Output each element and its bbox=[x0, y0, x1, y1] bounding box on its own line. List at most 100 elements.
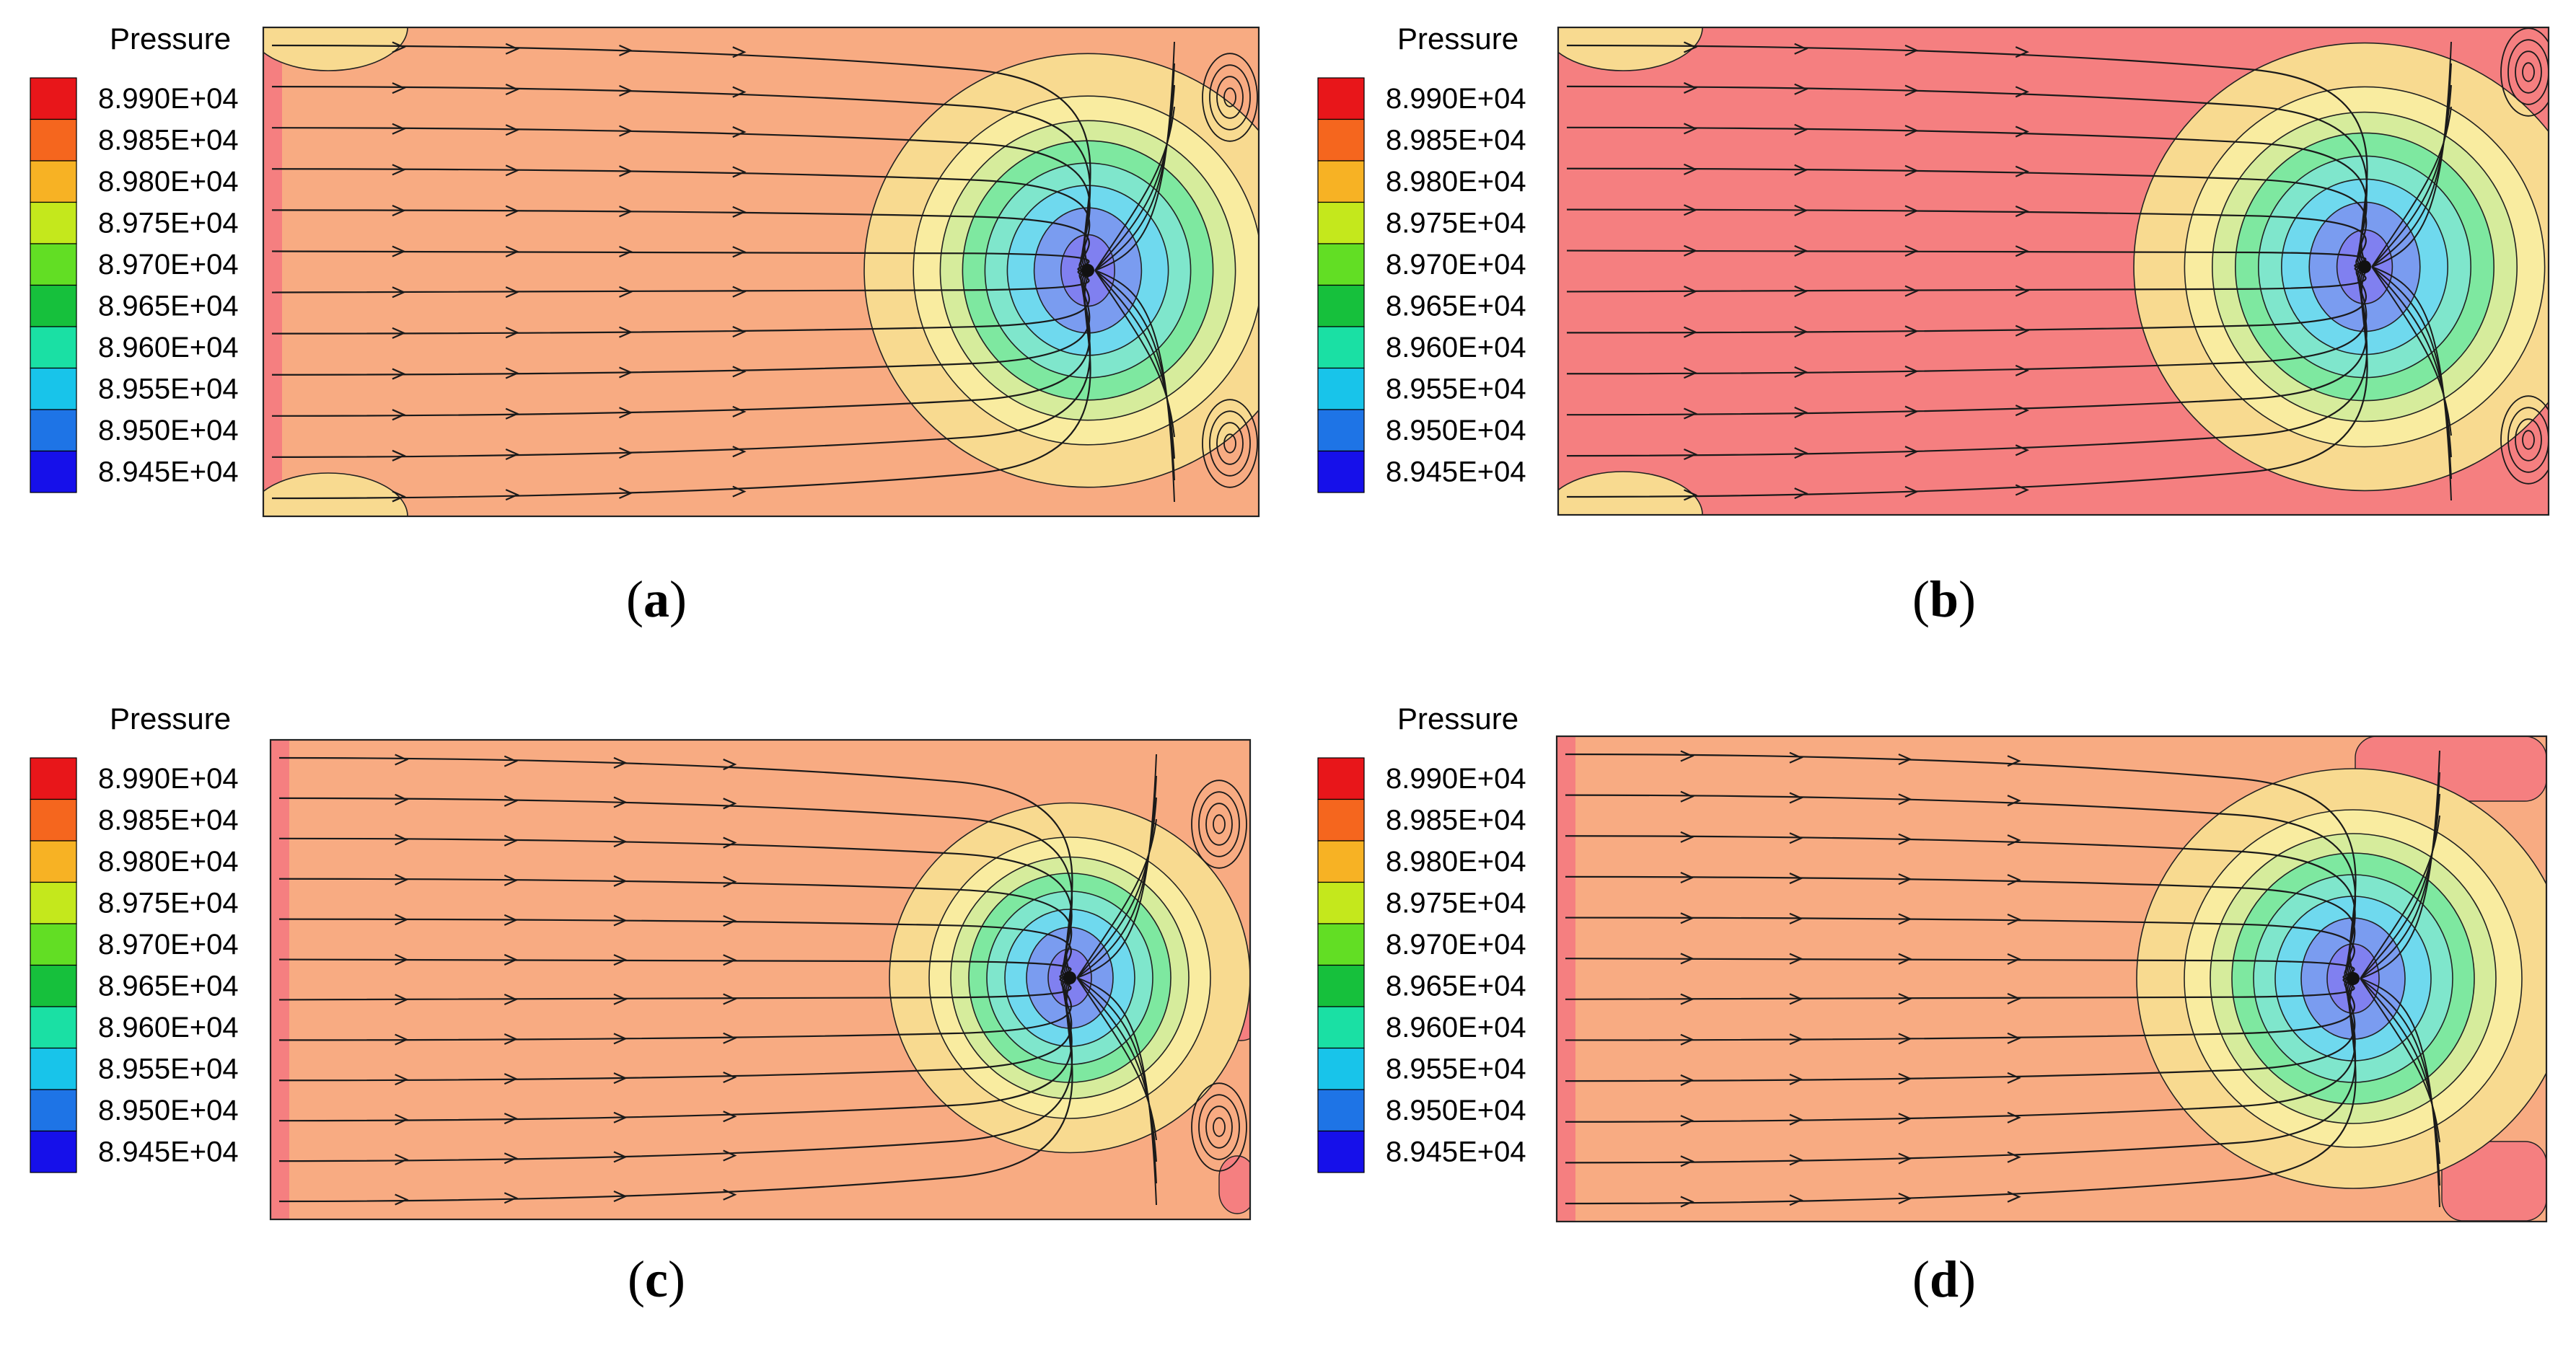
streamline-arrow bbox=[504, 993, 519, 1005]
streamline-arrow bbox=[723, 1188, 737, 1201]
streamline-arrow bbox=[1794, 244, 1808, 257]
streamline-arrow bbox=[1683, 489, 1698, 501]
streamline-arrow bbox=[1680, 872, 1694, 884]
streamline-arrow bbox=[1898, 913, 1912, 925]
legend-swatch bbox=[30, 160, 77, 203]
streamline-arrow bbox=[723, 798, 737, 810]
streamline bbox=[1566, 266, 2368, 375]
streamline-arrow bbox=[613, 796, 628, 808]
streamline-arrow bbox=[504, 874, 519, 886]
vortex-streamline bbox=[1198, 791, 1240, 857]
vortex-streamline bbox=[2515, 418, 2542, 462]
streamline-arrow bbox=[2015, 444, 2030, 456]
streamline-arrow bbox=[1898, 1192, 1912, 1204]
streamline bbox=[271, 85, 1091, 271]
streamline bbox=[278, 797, 1073, 979]
panel-a: Pressure 8.990E+04 8.985E+04 8.980E+04 8.97… bbox=[0, 0, 1288, 680]
streamline-arrow bbox=[504, 1033, 519, 1046]
streamline bbox=[271, 168, 1091, 271]
streamline-arrow bbox=[723, 1032, 737, 1044]
legend-level-label: 8.955E+04 bbox=[1386, 374, 1526, 405]
streamline-arrow bbox=[1680, 953, 1694, 965]
streamline-arrow bbox=[619, 487, 633, 499]
streamline-arrow bbox=[2015, 245, 2030, 257]
legend-level-label: 8.980E+04 bbox=[1386, 846, 1526, 878]
legend-swatch bbox=[30, 1006, 77, 1049]
sink-point bbox=[2347, 972, 2360, 985]
streamline-arrow bbox=[505, 448, 519, 460]
streamline-arrow bbox=[395, 873, 409, 886]
streamline-arrow bbox=[619, 125, 633, 137]
streamline-arrow bbox=[1904, 325, 1919, 337]
streamline-arrow bbox=[2015, 205, 2030, 218]
streamline-arrow bbox=[613, 993, 628, 1005]
streamline bbox=[1565, 917, 2355, 980]
legend-swatch bbox=[30, 118, 77, 162]
streamline bbox=[271, 269, 1090, 335]
legend-level-label: 8.970E+04 bbox=[98, 929, 239, 961]
inlet-region bbox=[263, 27, 282, 516]
streamline bbox=[2360, 978, 2440, 1186]
streamline-arrow bbox=[1904, 164, 1919, 177]
streamline-arrow bbox=[2007, 834, 2021, 847]
streamline-arrow bbox=[504, 953, 519, 966]
streamline-arrow bbox=[395, 1154, 409, 1166]
streamline-arrow bbox=[395, 834, 409, 846]
streamline-arrow bbox=[1683, 123, 1698, 135]
legend-level-label: 8.945E+04 bbox=[98, 1136, 239, 1168]
vortex-streamline bbox=[1223, 87, 1236, 107]
streamline bbox=[1565, 977, 2355, 1041]
vortex-streamline bbox=[1191, 1082, 1247, 1172]
streamline-arrow bbox=[613, 1072, 628, 1085]
plot-frame bbox=[1555, 735, 2548, 1223]
streamline-arrow bbox=[613, 1151, 628, 1163]
streamline-arrow bbox=[2015, 364, 2030, 376]
streamline-arrow bbox=[723, 875, 737, 888]
legend-colorbar: 8.990E+04 8.985E+04 8.980E+04 8.975E+04 8.97… bbox=[1317, 77, 1526, 493]
streamline bbox=[1566, 167, 2368, 268]
streamline-arrow bbox=[1898, 953, 1912, 965]
legend-swatch bbox=[1317, 798, 1365, 842]
legend-colorbar: 8.990E+04 8.985E+04 8.980E+04 8.975E+04 8.97… bbox=[1317, 757, 1526, 1173]
streamline-arrow bbox=[613, 756, 628, 769]
streamline-arrow bbox=[1789, 912, 1803, 924]
legend-swatch bbox=[30, 881, 77, 924]
streamline-arrow bbox=[1680, 831, 1694, 843]
streamline bbox=[271, 270, 1093, 500]
legend-colorbar: 8.990E+04 8.985E+04 8.980E+04 8.975E+04 8.97… bbox=[30, 77, 239, 493]
streamline bbox=[1566, 85, 2368, 268]
streamline-arrow bbox=[1794, 43, 1808, 55]
streamline-arrow bbox=[505, 367, 519, 379]
streamline-arrow bbox=[619, 165, 633, 177]
streamline-arrow bbox=[732, 286, 747, 298]
streamline bbox=[1565, 978, 2357, 1164]
legend-swatch bbox=[30, 798, 77, 842]
streamline bbox=[1565, 978, 2358, 1205]
flow-field bbox=[1557, 736, 2546, 1222]
streamline-arrow bbox=[1789, 832, 1803, 844]
legend-level-label: 8.950E+04 bbox=[98, 415, 239, 446]
streamline-arrow bbox=[732, 485, 747, 498]
legend-swatch bbox=[1317, 409, 1365, 452]
streamline-arrow bbox=[723, 1072, 737, 1084]
streamline bbox=[2360, 793, 2440, 979]
sink-point bbox=[1063, 971, 1076, 984]
legend-level-label: 8.965E+04 bbox=[1386, 971, 1526, 1002]
streamline-arrow bbox=[1794, 447, 1808, 459]
streamline-arrow bbox=[505, 489, 519, 501]
streamline bbox=[278, 976, 1072, 1041]
legend-swatch bbox=[1317, 1130, 1365, 1173]
legend-swatch bbox=[1317, 923, 1365, 966]
streamline bbox=[1094, 270, 1175, 481]
caption-a: (a) bbox=[626, 570, 687, 628]
streamline bbox=[2360, 978, 2440, 1165]
streamline-arrow bbox=[505, 245, 519, 257]
streamline-arrow bbox=[619, 326, 633, 338]
streamline-arrow bbox=[2015, 86, 2030, 98]
streamline-arrow bbox=[504, 1073, 519, 1085]
legend-level-label: 8.950E+04 bbox=[1386, 415, 1526, 446]
streamline-arrow bbox=[2007, 992, 2021, 1004]
streamline-arrow bbox=[732, 326, 747, 338]
streamline bbox=[1076, 977, 1157, 1184]
streamline-arrow bbox=[504, 755, 519, 767]
